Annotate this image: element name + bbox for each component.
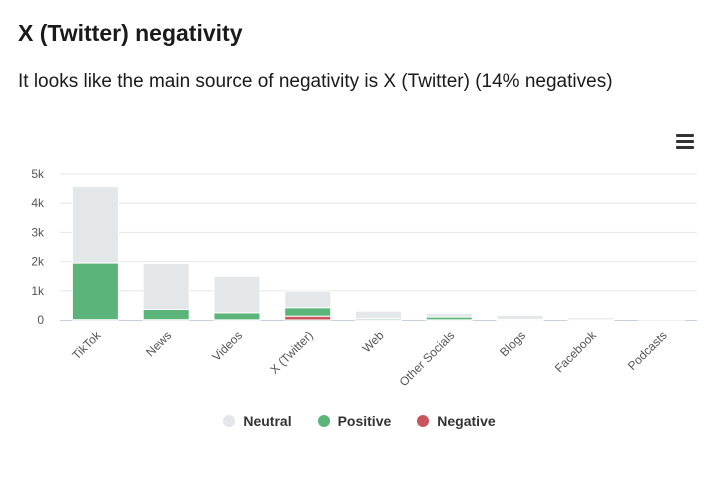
hamburger-menu-icon[interactable] xyxy=(672,130,698,152)
y-tick-label: 0 xyxy=(37,313,44,327)
bar-neutral-x-twitter[interactable] xyxy=(284,290,332,309)
legend-label-positive: Positive xyxy=(337,413,392,429)
y-tick-label: 3k xyxy=(31,225,45,239)
x-tick-label: Videos xyxy=(209,328,245,364)
chart-legend: Neutral Positive Negative xyxy=(0,413,719,429)
legend-item-neutral[interactable]: Neutral xyxy=(223,413,292,429)
bar-positive-videos[interactable] xyxy=(213,312,261,321)
legend-marker-positive xyxy=(317,415,330,427)
legend-marker-neutral xyxy=(223,415,236,427)
y-tick-label: 5k xyxy=(31,167,45,181)
x-tick-label: TikTok xyxy=(69,328,104,363)
bar-neutral-other-socials[interactable] xyxy=(425,313,473,318)
bar-neutral-facebook[interactable] xyxy=(567,317,615,321)
x-tick-label: Podcasts xyxy=(625,328,670,373)
x-tick-label: X (Twitter) xyxy=(267,328,316,377)
legend-marker-negative xyxy=(417,415,430,427)
menu-line xyxy=(676,133,694,137)
chart-title: X (Twitter) negativity xyxy=(18,20,243,46)
bar-negative-x-twitter[interactable] xyxy=(284,315,332,321)
bar-neutral-tiktok[interactable] xyxy=(71,186,119,264)
y-tick-label: 4k xyxy=(31,196,45,210)
bar-neutral-videos[interactable] xyxy=(213,275,261,314)
bar-positive-x-twitter[interactable] xyxy=(284,307,332,317)
stacked-bar-chart: 0 1k 2k 3k 4k 5k TikTok News Videos X (Twitter) We… xyxy=(31,167,697,389)
x-tick-label: News xyxy=(143,328,174,359)
x-tick-label: Web xyxy=(359,328,386,355)
chart-subtitle: It looks like the main source of negativ… xyxy=(18,71,613,92)
x-tick-label: Blogs xyxy=(497,328,528,359)
x-tick-label: Other Socials xyxy=(397,328,458,389)
legend-label-negative: Negative xyxy=(437,413,496,429)
y-tick-label: 1k xyxy=(31,284,45,298)
legend-item-negative[interactable]: Negative xyxy=(417,413,496,429)
bar-positive-news[interactable] xyxy=(142,308,190,321)
bar-positive-tiktok[interactable] xyxy=(71,262,119,321)
bar-neutral-podcasts[interactable] xyxy=(638,319,686,321)
bar-neutral-blogs[interactable] xyxy=(496,314,544,321)
x-tick-label: Facebook xyxy=(552,328,600,376)
legend-label-neutral: Neutral xyxy=(243,413,292,429)
menu-line xyxy=(676,139,694,143)
bar-neutral-web[interactable] xyxy=(355,310,402,320)
menu-line xyxy=(676,145,694,149)
y-tick-label: 2k xyxy=(31,255,45,269)
bar-neutral-news[interactable] xyxy=(142,262,190,310)
legend-item-positive[interactable]: Positive xyxy=(317,413,392,429)
